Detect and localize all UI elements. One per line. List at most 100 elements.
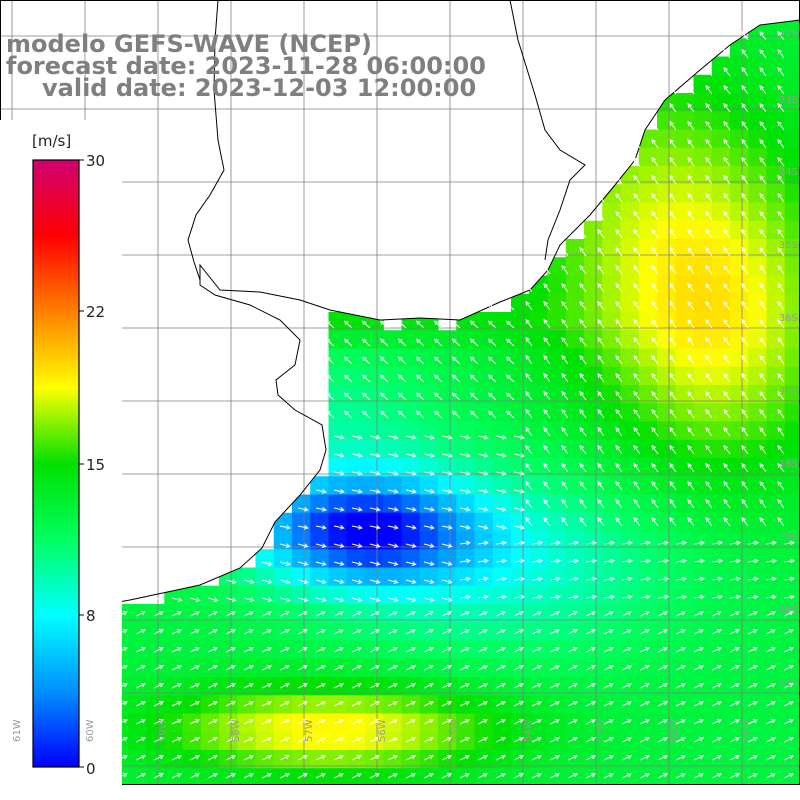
wind-arrow bbox=[369, 579, 381, 584]
wind-arrow bbox=[189, 597, 201, 602]
wind-arrow bbox=[741, 265, 749, 275]
field-cell bbox=[200, 604, 220, 623]
field-cell bbox=[328, 549, 348, 569]
field-cell bbox=[529, 312, 549, 331]
field-cell bbox=[584, 713, 603, 733]
wind-arrow bbox=[543, 517, 551, 527]
wind-arrow bbox=[495, 594, 507, 600]
wind-arrow bbox=[261, 773, 272, 779]
field-cell bbox=[310, 494, 330, 514]
wind-arrow bbox=[279, 525, 291, 530]
field-cell bbox=[748, 275, 768, 295]
field-cell bbox=[438, 567, 457, 587]
field-cell bbox=[146, 640, 165, 660]
field-cell bbox=[620, 476, 640, 496]
field-cell bbox=[474, 640, 494, 660]
field-cell bbox=[511, 750, 530, 769]
field-cell bbox=[693, 348, 713, 368]
wind-arrow bbox=[495, 719, 506, 725]
wind-arrow bbox=[477, 611, 488, 617]
wind-arrow bbox=[585, 683, 596, 689]
wind-arrow bbox=[225, 737, 236, 743]
wind-arrow bbox=[315, 525, 327, 530]
wind-arrow bbox=[369, 561, 381, 566]
field-cell bbox=[255, 731, 275, 751]
wind-arrow bbox=[759, 409, 767, 419]
field-cell bbox=[766, 640, 786, 660]
wind-arrow bbox=[603, 558, 615, 564]
wind-arrow bbox=[705, 157, 713, 167]
field-cell bbox=[784, 439, 800, 459]
wind-arrow bbox=[741, 157, 749, 167]
field-cell bbox=[602, 202, 622, 222]
wind-arrow bbox=[747, 701, 758, 707]
field-cell bbox=[711, 549, 731, 569]
wind-arrow bbox=[387, 701, 398, 707]
field-cell bbox=[365, 585, 384, 605]
field-cell bbox=[346, 458, 366, 477]
field-cell bbox=[620, 750, 640, 769]
field-cell bbox=[675, 166, 695, 185]
field-cell bbox=[328, 439, 348, 459]
lat-label: 33S bbox=[778, 95, 798, 106]
field-cell bbox=[748, 713, 768, 733]
wind-arrow bbox=[705, 211, 713, 221]
wind-arrow bbox=[525, 481, 533, 491]
wind-arrow bbox=[543, 337, 551, 347]
wind-arrow bbox=[711, 647, 722, 653]
wind-arrow bbox=[747, 719, 758, 725]
field-cell bbox=[766, 312, 786, 331]
wind-arrow bbox=[243, 579, 255, 584]
wind-arrow bbox=[693, 773, 704, 779]
field-cell bbox=[784, 275, 800, 295]
field-cell bbox=[748, 549, 768, 569]
wind-arrow bbox=[711, 755, 722, 761]
wind-arrow bbox=[603, 540, 615, 546]
wind-arrow bbox=[469, 320, 479, 329]
wind-arrow bbox=[441, 755, 452, 761]
valid-date: valid date: 2023-12-03 12:00:00 bbox=[42, 74, 477, 102]
wind-arrow bbox=[741, 121, 749, 131]
wind-arrow bbox=[505, 356, 515, 365]
field-cell bbox=[419, 385, 439, 404]
wind-arrow bbox=[741, 409, 749, 419]
wind-arrow bbox=[279, 701, 290, 707]
wind-arrow bbox=[495, 755, 506, 761]
lon-label: 59W bbox=[158, 719, 169, 742]
field-cell bbox=[401, 567, 421, 587]
wind-arrow bbox=[687, 175, 695, 185]
wind-arrow bbox=[315, 683, 326, 689]
wind-arrow bbox=[351, 435, 363, 440]
field-cell bbox=[584, 750, 603, 769]
wind-arrow bbox=[561, 445, 569, 455]
wind-arrow bbox=[135, 719, 146, 725]
wind-arrow bbox=[333, 701, 344, 707]
colorbar-gradient bbox=[32, 159, 80, 768]
field-cell bbox=[511, 768, 530, 788]
wind-arrow bbox=[525, 427, 533, 437]
field-cell bbox=[766, 750, 786, 769]
field-cell bbox=[328, 713, 348, 733]
field-cell bbox=[565, 567, 585, 587]
wind-arrow bbox=[687, 319, 695, 329]
field-cell bbox=[693, 74, 713, 94]
field-cell bbox=[474, 731, 494, 751]
wind-arrow bbox=[723, 355, 731, 365]
wind-arrow bbox=[243, 611, 254, 617]
field-cell bbox=[310, 713, 330, 733]
wind-arrow bbox=[687, 85, 695, 95]
wind-arrow bbox=[585, 647, 596, 653]
field-cell bbox=[711, 439, 731, 459]
field-cell bbox=[766, 202, 786, 222]
field-cell bbox=[219, 622, 238, 642]
field-cell bbox=[365, 439, 384, 459]
wind-arrow bbox=[597, 445, 605, 455]
wind-arrow bbox=[669, 481, 677, 491]
field-cell bbox=[547, 731, 567, 751]
wind-arrow bbox=[279, 737, 290, 743]
wind-arrow bbox=[741, 211, 749, 221]
field-cell bbox=[365, 768, 384, 788]
wind-arrow bbox=[279, 755, 290, 761]
wind-arrow bbox=[723, 193, 731, 203]
wind-arrow bbox=[459, 594, 471, 600]
